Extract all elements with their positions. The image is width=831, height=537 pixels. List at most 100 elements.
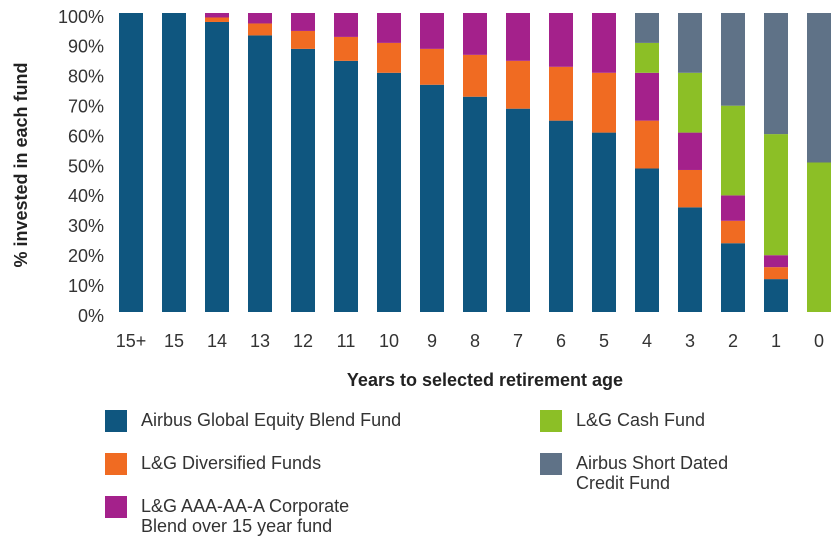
y-tick-label: 70% bbox=[68, 96, 104, 116]
x-tick-label: 15+ bbox=[116, 331, 147, 351]
bar-segment bbox=[592, 132, 616, 312]
bar-segment bbox=[420, 13, 444, 49]
x-tick-label: 1 bbox=[771, 331, 781, 351]
bar-segment bbox=[463, 96, 487, 312]
x-tick-label: 9 bbox=[427, 331, 437, 351]
bar-segment bbox=[635, 168, 659, 312]
x-tick-label: 7 bbox=[513, 331, 523, 351]
bar-segment bbox=[506, 13, 530, 61]
x-axis-label: Years to selected retirement age bbox=[347, 370, 623, 390]
bar-segment bbox=[764, 134, 788, 256]
bar-segment bbox=[291, 30, 315, 49]
x-tick-label: 5 bbox=[599, 331, 609, 351]
bar-segment bbox=[119, 13, 143, 312]
bar-segment bbox=[678, 13, 702, 73]
bar-segment bbox=[205, 17, 229, 22]
x-tick-label: 14 bbox=[207, 331, 227, 351]
x-tick-label: 13 bbox=[250, 331, 270, 351]
x-tick-label: 12 bbox=[293, 331, 313, 351]
legend-swatch bbox=[105, 453, 127, 475]
bar-segment bbox=[721, 13, 745, 106]
bar-segment bbox=[506, 108, 530, 313]
legend-label: L&G Diversified Funds bbox=[141, 453, 322, 473]
y-axis-label: % invested in each fund bbox=[11, 62, 31, 267]
bar-segment bbox=[592, 13, 616, 73]
bar-segment bbox=[678, 132, 702, 170]
legend-item: L&G AAA-AA-A Corporate Blend over 15 yea… bbox=[105, 496, 365, 536]
bar-segment bbox=[678, 169, 702, 208]
legend-item: L&G Diversified Funds bbox=[105, 453, 465, 475]
x-tick-label: 6 bbox=[556, 331, 566, 351]
y-tick-label: 80% bbox=[68, 67, 104, 87]
legend-swatch bbox=[105, 410, 127, 432]
bar-segment bbox=[334, 60, 358, 313]
bar-segment bbox=[248, 35, 272, 313]
x-tick-label: 15 bbox=[164, 331, 184, 351]
legend-item: Airbus Short Dated Credit Fund bbox=[540, 453, 770, 493]
bar-segment bbox=[635, 120, 659, 169]
legend-swatch bbox=[540, 453, 562, 475]
bar-segment bbox=[463, 13, 487, 55]
x-tick-label: 3 bbox=[685, 331, 695, 351]
legend-label: L&G Cash Fund bbox=[576, 410, 706, 430]
bar-segment bbox=[463, 54, 487, 97]
bar-segment bbox=[764, 267, 788, 280]
bar-segment bbox=[549, 13, 573, 67]
legend-swatch bbox=[540, 410, 562, 432]
y-tick-label: 60% bbox=[68, 126, 104, 146]
y-tick-label: 90% bbox=[68, 37, 104, 57]
bar-segment bbox=[721, 105, 745, 196]
bar-segment bbox=[162, 13, 186, 312]
bar-segment bbox=[721, 220, 745, 244]
x-tick-label: 8 bbox=[470, 331, 480, 351]
y-tick-label: 20% bbox=[68, 246, 104, 266]
legend-item: L&G Cash Fund bbox=[540, 410, 800, 432]
bar-segment bbox=[377, 42, 401, 73]
y-tick-label: 30% bbox=[68, 216, 104, 236]
bar-segment bbox=[420, 84, 444, 312]
bar-segment bbox=[764, 13, 788, 135]
bar-segment bbox=[678, 72, 702, 133]
bar-segment bbox=[334, 13, 358, 37]
y-tick-label: 100% bbox=[58, 7, 104, 27]
bar-segment bbox=[291, 48, 315, 312]
bar-segment bbox=[549, 120, 573, 312]
bar-segment bbox=[334, 36, 358, 61]
legend-item: Airbus Global Equity Blend Fund bbox=[105, 410, 465, 432]
bar-segment bbox=[635, 13, 659, 43]
bar-segment bbox=[807, 162, 831, 312]
x-tick-label: 4 bbox=[642, 331, 652, 351]
y-tick-label: 0% bbox=[78, 306, 104, 326]
bar-segment bbox=[377, 72, 401, 312]
legend-label: Airbus Short Dated Credit Fund bbox=[576, 453, 729, 493]
bar-segment bbox=[205, 13, 229, 18]
bar-segment bbox=[291, 13, 315, 31]
bar-segment bbox=[248, 23, 272, 36]
y-tick-label: 10% bbox=[68, 276, 104, 296]
y-tick-label: 50% bbox=[68, 156, 104, 176]
bar-segment bbox=[420, 48, 444, 85]
bar-segment bbox=[764, 255, 788, 268]
bar-segment bbox=[635, 72, 659, 121]
legend-label: Airbus Global Equity Blend Fund bbox=[141, 410, 402, 430]
bar-segment bbox=[506, 60, 530, 109]
bar-segment bbox=[592, 72, 616, 133]
y-tick-label: 40% bbox=[68, 186, 104, 206]
x-tick-label: 11 bbox=[337, 331, 356, 351]
bar-segment bbox=[248, 13, 272, 24]
bar-segment bbox=[807, 13, 831, 163]
legend-label: L&G AAA-AA-A Corporate Blend over 15 yea… bbox=[141, 496, 350, 536]
bar-segment bbox=[721, 243, 745, 312]
bar-segment bbox=[549, 66, 573, 121]
x-tick-label: 10 bbox=[379, 331, 399, 351]
bar-segment bbox=[635, 42, 659, 73]
legend-swatch bbox=[105, 496, 127, 518]
x-tick-label: 2 bbox=[728, 331, 738, 351]
bar-segment bbox=[377, 13, 401, 43]
chart: % invested in each fund Years to selecte… bbox=[11, 7, 831, 390]
bar-segment bbox=[205, 21, 229, 312]
bar-segment bbox=[764, 279, 788, 312]
bar-segment bbox=[678, 207, 702, 312]
x-tick-label: 0 bbox=[814, 331, 824, 351]
